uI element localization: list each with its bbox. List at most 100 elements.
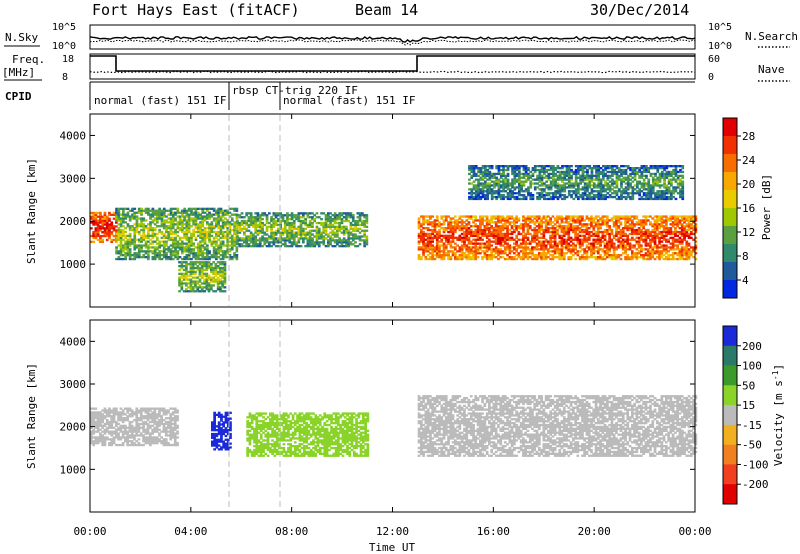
power-cell bbox=[151, 236, 155, 239]
power-cell bbox=[156, 211, 159, 214]
power-cell bbox=[538, 240, 541, 243]
power-cell bbox=[345, 214, 348, 217]
power-cell bbox=[594, 230, 598, 234]
power-cell bbox=[658, 227, 661, 230]
power-cell bbox=[483, 254, 487, 257]
power-cell bbox=[187, 240, 191, 243]
power-cell bbox=[624, 217, 627, 220]
power-cell bbox=[640, 238, 643, 241]
power-cell bbox=[216, 270, 220, 274]
power-cell bbox=[290, 227, 294, 230]
power-cell bbox=[265, 245, 269, 248]
power-cell bbox=[256, 212, 260, 215]
power-cell bbox=[642, 221, 645, 224]
power-cell bbox=[192, 254, 195, 257]
power-cell bbox=[694, 236, 698, 239]
power-cell bbox=[621, 217, 625, 220]
power-cell bbox=[513, 225, 516, 228]
power-cell bbox=[185, 266, 188, 270]
power-cell bbox=[481, 174, 485, 177]
power-cell bbox=[549, 238, 552, 241]
power-cell bbox=[624, 215, 627, 218]
power-cell bbox=[270, 219, 273, 223]
power-cell bbox=[687, 217, 691, 220]
power-cell bbox=[472, 188, 476, 191]
power-cell bbox=[468, 195, 471, 199]
power-cell bbox=[465, 223, 469, 226]
power-cell bbox=[640, 230, 643, 234]
power-cell bbox=[653, 219, 657, 222]
power-cell bbox=[506, 215, 509, 218]
power-cell bbox=[217, 223, 220, 226]
power-cell bbox=[676, 248, 679, 251]
power-cell bbox=[649, 246, 652, 249]
power-cell bbox=[594, 225, 598, 228]
power-cell bbox=[513, 230, 516, 234]
power-cell bbox=[424, 256, 428, 259]
power-cell bbox=[254, 225, 258, 228]
power-cell bbox=[167, 209, 171, 212]
power-cell bbox=[470, 167, 474, 170]
power-cell bbox=[196, 211, 200, 214]
power-cell bbox=[438, 254, 441, 257]
power-cell bbox=[105, 229, 109, 232]
power-cell bbox=[178, 221, 182, 224]
power-cell bbox=[361, 212, 364, 215]
power-cell bbox=[481, 190, 485, 193]
power-cell bbox=[151, 230, 155, 234]
power-cell bbox=[683, 228, 686, 232]
power-cell bbox=[558, 242, 562, 245]
power-cell bbox=[583, 194, 587, 197]
power-cell bbox=[608, 195, 612, 199]
power-cell bbox=[99, 215, 102, 218]
power-cell bbox=[506, 228, 509, 232]
power-cell bbox=[585, 215, 589, 218]
power-cell bbox=[347, 241, 351, 244]
power-cell bbox=[153, 227, 157, 230]
power-cell bbox=[470, 165, 474, 168]
power-cell bbox=[599, 238, 602, 241]
power-cell bbox=[458, 238, 462, 241]
power-cell bbox=[256, 233, 260, 236]
power-cell bbox=[105, 227, 109, 230]
power-cell bbox=[674, 219, 677, 222]
power-cell bbox=[151, 232, 155, 236]
power-cell bbox=[283, 229, 287, 232]
power-cell bbox=[561, 172, 564, 176]
power-cell bbox=[308, 219, 312, 223]
power-cell bbox=[577, 186, 580, 189]
power-cell bbox=[176, 244, 180, 247]
power-cell bbox=[178, 282, 181, 285]
power-cell bbox=[226, 256, 230, 259]
power-cell bbox=[210, 270, 213, 274]
power-cell bbox=[562, 254, 566, 257]
power-cell bbox=[578, 257, 582, 261]
power-cell bbox=[308, 212, 312, 215]
power-cell bbox=[588, 184, 592, 187]
power-cell bbox=[497, 238, 500, 241]
power-cell bbox=[338, 225, 341, 228]
power-cell bbox=[608, 227, 611, 230]
power-cell bbox=[671, 246, 675, 249]
power-cell bbox=[135, 225, 139, 228]
power-cell bbox=[176, 207, 180, 210]
power-cell bbox=[572, 244, 575, 247]
power-cell bbox=[137, 211, 141, 214]
power-cell bbox=[531, 238, 534, 241]
power-cell bbox=[611, 180, 614, 183]
power-cell bbox=[221, 225, 225, 228]
power-cell bbox=[270, 237, 273, 240]
power-cell bbox=[196, 266, 200, 270]
power-cell bbox=[203, 263, 206, 266]
power-cell bbox=[494, 256, 498, 259]
power-cell bbox=[567, 174, 571, 177]
power-cell bbox=[502, 174, 505, 177]
power-cell bbox=[631, 250, 634, 253]
power-cell bbox=[279, 214, 282, 217]
power-cell bbox=[256, 214, 260, 217]
power-cell bbox=[263, 243, 267, 246]
power-cell bbox=[499, 238, 503, 241]
power-cell bbox=[203, 256, 207, 259]
cpid-segment-1: normal (fast) 151 IF bbox=[94, 94, 226, 107]
power-cell bbox=[151, 228, 155, 232]
